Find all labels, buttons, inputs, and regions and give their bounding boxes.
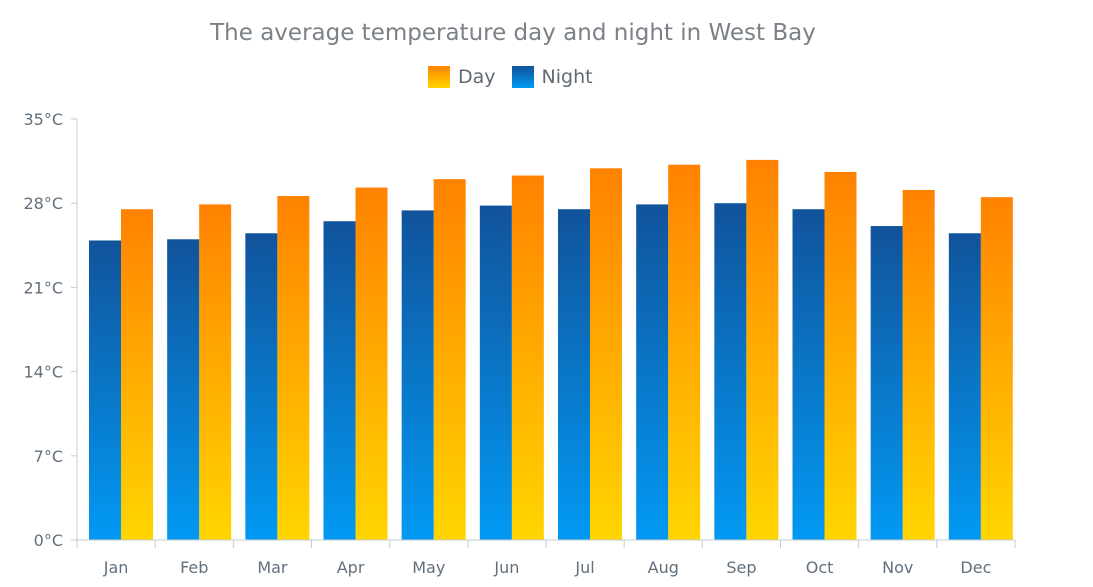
bar-day-may[interactable] (433, 179, 466, 540)
legend-swatch-night (511, 66, 534, 88)
y-tick-label: 21°C (23, 278, 63, 297)
legend: Day Night (428, 64, 609, 90)
x-tick-label: Mar (257, 558, 288, 577)
bar-day-feb[interactable] (199, 204, 232, 540)
bar-night-apr[interactable] (323, 221, 356, 540)
y-tick-label: 7°C (34, 447, 63, 466)
bar-night-jun[interactable] (479, 205, 512, 540)
bar-night-feb[interactable] (167, 239, 200, 541)
bar-night-nov[interactable] (870, 226, 903, 540)
legend-label-day: Day (458, 66, 496, 88)
bar-night-mar[interactable] (245, 233, 278, 540)
x-tick-label: May (412, 558, 445, 577)
x-tick-label: Oct (806, 558, 834, 577)
legend-item-night[interactable]: Night (511, 66, 593, 88)
bar-night-sep[interactable] (714, 203, 747, 540)
x-tick-label: Aug (648, 558, 679, 577)
bar-day-dec[interactable] (980, 197, 1013, 540)
chart-title: The average temperature day and night in… (210, 20, 816, 46)
bar-night-jan[interactable] (89, 240, 121, 540)
x-tick-label: Sep (726, 558, 756, 577)
bar-night-oct[interactable] (792, 209, 825, 540)
bar-day-jun[interactable] (511, 175, 544, 540)
x-tick-label: Apr (337, 558, 365, 577)
bar-day-jul[interactable] (590, 168, 622, 540)
bar-night-jul[interactable] (558, 209, 590, 540)
x-tick-label: Jul (574, 558, 594, 577)
bar-day-oct[interactable] (824, 171, 857, 540)
x-tick-label: Dec (960, 558, 991, 577)
y-tick-label: 28°C (23, 194, 63, 213)
bar-day-apr[interactable] (355, 187, 388, 540)
bar-day-jan[interactable] (121, 209, 153, 540)
y-tick-label: 35°C (23, 110, 63, 129)
y-tick-label: 14°C (23, 363, 63, 382)
x-tick-label: Nov (882, 558, 913, 577)
bar-day-sep[interactable] (746, 159, 779, 540)
bar-night-dec[interactable] (948, 233, 981, 540)
x-tick-label: Jan (103, 558, 129, 577)
legend-swatch-day (428, 66, 450, 88)
bar-night-may[interactable] (401, 210, 434, 540)
bar-day-nov[interactable] (902, 189, 935, 540)
bar-night-aug[interactable] (636, 204, 669, 540)
x-tick-label: Jun (493, 558, 519, 577)
legend-item-day[interactable]: Day (428, 66, 496, 88)
bar-day-aug[interactable] (668, 164, 701, 541)
x-tick-label: Feb (180, 558, 208, 577)
y-tick-label: 0°C (34, 531, 63, 550)
legend-label-night: Night (541, 66, 593, 88)
bar-day-mar[interactable] (277, 195, 310, 541)
